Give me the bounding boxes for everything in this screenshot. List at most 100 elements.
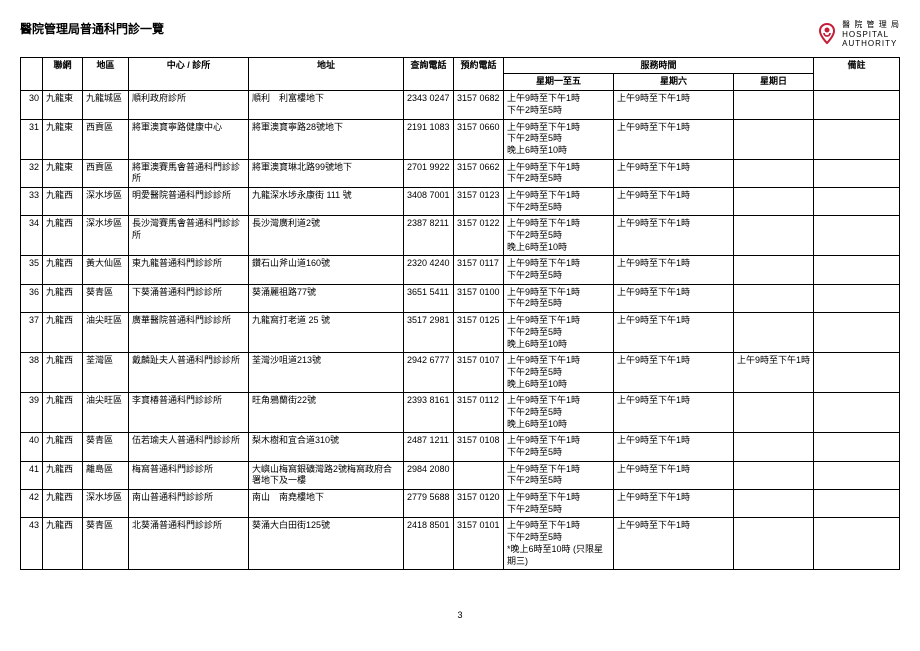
cell-mf: 上午9時至下午1時下午2時至5時 (504, 490, 614, 518)
cell-sun (734, 256, 814, 284)
cell-mf: 上午9時至下午1時下午2時至5時 (504, 284, 614, 312)
th-address: 地址 (249, 57, 404, 90)
cell-net: 九龍西 (43, 353, 83, 393)
cell-addr: 荃灣沙咀道213號 (249, 353, 404, 393)
cell-area: 葵青區 (83, 518, 129, 570)
cell-tel1: 2387 8211 (404, 216, 454, 256)
cell-mf: 上午9時至下午1時下午2時至5時晚上6時至10時 (504, 313, 614, 353)
cell-addr: 將軍澳寶琳北路99號地下 (249, 159, 404, 187)
cell-mf: 上午9時至下午1時下午2時至5時*晚上6時至10時 (只限星期三) (504, 518, 614, 570)
cell-net: 九龍西 (43, 461, 83, 489)
cell-idx: 39 (21, 393, 43, 433)
cell-idx: 37 (21, 313, 43, 353)
cell-clinic: 長沙灣賽馬會普通科門診診所 (129, 216, 249, 256)
th-enq-tel: 查詢電話 (404, 57, 454, 90)
cell-tel1: 3408 7001 (404, 187, 454, 215)
table-row: 34九龍西深水埗區長沙灣賽馬會普通科門診診所長沙灣廣利道2號2387 82113… (21, 216, 900, 256)
cell-tel1: 2984 2080 (404, 461, 454, 489)
cell-tel2: 3157 0123 (454, 187, 504, 215)
cell-area: 葵青區 (83, 433, 129, 461)
cell-idx: 42 (21, 490, 43, 518)
cell-mf: 上午9時至下午1時下午2時至5時 (504, 91, 614, 119)
cell-net: 九龍西 (43, 313, 83, 353)
table-header: 聯網 地區 中心 / 診所 地址 查詢電話 預約電話 服務時間 備註 星期一至五… (21, 57, 900, 90)
cell-idx: 33 (21, 187, 43, 215)
table-row: 39九龍西油尖旺區李寶椿普通科門診診所旺角鴉蘭街22號2393 81613157… (21, 393, 900, 433)
cell-idx: 36 (21, 284, 43, 312)
cell-idx: 35 (21, 256, 43, 284)
cell-tel1: 2191 1083 (404, 119, 454, 159)
cell-note (814, 433, 900, 461)
cell-mf: 上午9時至下午1時下午2時至5時晚上6時至10時 (504, 119, 614, 159)
cell-net: 九龍東 (43, 91, 83, 119)
cell-clinic: 戴麟趾夫人普通科門診診所 (129, 353, 249, 393)
cell-addr: 葵涌麗祖路77號 (249, 284, 404, 312)
cell-addr: 葵涌大白田街125號 (249, 518, 404, 570)
cell-area: 西貢區 (83, 119, 129, 159)
cell-tel2: 3157 0107 (454, 353, 504, 393)
cell-sat: 上午9時至下午1時 (614, 490, 734, 518)
cell-tel1: 3517 2981 (404, 313, 454, 353)
table-row: 32九龍東西貢區將軍澳賽馬會普通科門診診所將軍澳寶琳北路99號地下2701 99… (21, 159, 900, 187)
th-sun: 星期日 (734, 74, 814, 91)
cell-area: 黃大仙區 (83, 256, 129, 284)
table-row: 35九龍西黃大仙區東九龍普通科門診診所鑽石山斧山道160號2320 424031… (21, 256, 900, 284)
cell-tel2: 3157 0120 (454, 490, 504, 518)
th-index (21, 57, 43, 90)
cell-sat: 上午9時至下午1時 (614, 518, 734, 570)
cell-tel1: 2701 9922 (404, 159, 454, 187)
cell-net: 九龍西 (43, 216, 83, 256)
cell-sat: 上午9時至下午1時 (614, 119, 734, 159)
cell-tel2: 3157 0125 (454, 313, 504, 353)
cell-sun (734, 119, 814, 159)
cell-note (814, 256, 900, 284)
table-row: 43九龍西葵青區北葵涌普通科門診診所葵涌大白田街125號2418 8501315… (21, 518, 900, 570)
cell-idx: 30 (21, 91, 43, 119)
th-service-time: 服務時間 (504, 57, 814, 74)
cell-idx: 34 (21, 216, 43, 256)
clinic-table: 聯網 地區 中心 / 診所 地址 查詢電話 預約電話 服務時間 備註 星期一至五… (20, 57, 900, 570)
cell-addr: 順利 利富樓地下 (249, 91, 404, 119)
cell-note (814, 187, 900, 215)
cell-clinic: 下葵涌普通科門診診所 (129, 284, 249, 312)
cell-sun (734, 187, 814, 215)
cell-note (814, 216, 900, 256)
cell-sun (734, 518, 814, 570)
cell-addr: 鑽石山斧山道160號 (249, 256, 404, 284)
cell-area: 深水埗區 (83, 216, 129, 256)
ha-logo-icon (816, 21, 838, 47)
cell-idx: 41 (21, 461, 43, 489)
cell-sat: 上午9時至下午1時 (614, 353, 734, 393)
cell-clinic: 順利政府診所 (129, 91, 249, 119)
cell-note (814, 119, 900, 159)
table-row: 41九龍西離島區梅窩普通科門診診所大嶼山梅窩銀礦灣路2號梅窩政府合署地下及一樓2… (21, 461, 900, 489)
cell-note (814, 313, 900, 353)
logo-text: 醫 院 管 理 局 HOSPITAL AUTHORITY (842, 20, 900, 49)
cell-addr: 大嶼山梅窩銀礦灣路2號梅窩政府合署地下及一樓 (249, 461, 404, 489)
cell-area: 深水埗區 (83, 490, 129, 518)
cell-clinic: 南山普通科門診診所 (129, 490, 249, 518)
cell-addr: 梨木樹和宜合道310號 (249, 433, 404, 461)
cell-tel1: 2343 0247 (404, 91, 454, 119)
cell-note (814, 353, 900, 393)
logo-en2: AUTHORITY (842, 39, 900, 49)
cell-sun (734, 159, 814, 187)
cell-tel2: 3157 0112 (454, 393, 504, 433)
cell-mf: 上午9時至下午1時下午2時至5時晚上6時至10時 (504, 216, 614, 256)
cell-sat: 上午9時至下午1時 (614, 284, 734, 312)
cell-sun (734, 461, 814, 489)
cell-idx: 32 (21, 159, 43, 187)
cell-addr: 南山 南堯樓地下 (249, 490, 404, 518)
cell-clinic: 北葵涌普通科門診診所 (129, 518, 249, 570)
cell-clinic: 廣華醫院普通科門診診所 (129, 313, 249, 353)
cell-tel2: 3157 0108 (454, 433, 504, 461)
cell-net: 九龍西 (43, 490, 83, 518)
table-row: 33九龍西深水埗區明愛醫院普通科門診診所九龍深水埗永康街 111 號3408 7… (21, 187, 900, 215)
cell-sat: 上午9時至下午1時 (614, 216, 734, 256)
cell-addr: 九龍窩打老道 25 號 (249, 313, 404, 353)
cell-net: 九龍西 (43, 433, 83, 461)
cell-tel2: 3157 0122 (454, 216, 504, 256)
table-row: 30九龍東九龍城區順利政府診所順利 利富樓地下2343 02473157 068… (21, 91, 900, 119)
cell-tel2: 3157 0682 (454, 91, 504, 119)
th-clinic: 中心 / 診所 (129, 57, 249, 90)
